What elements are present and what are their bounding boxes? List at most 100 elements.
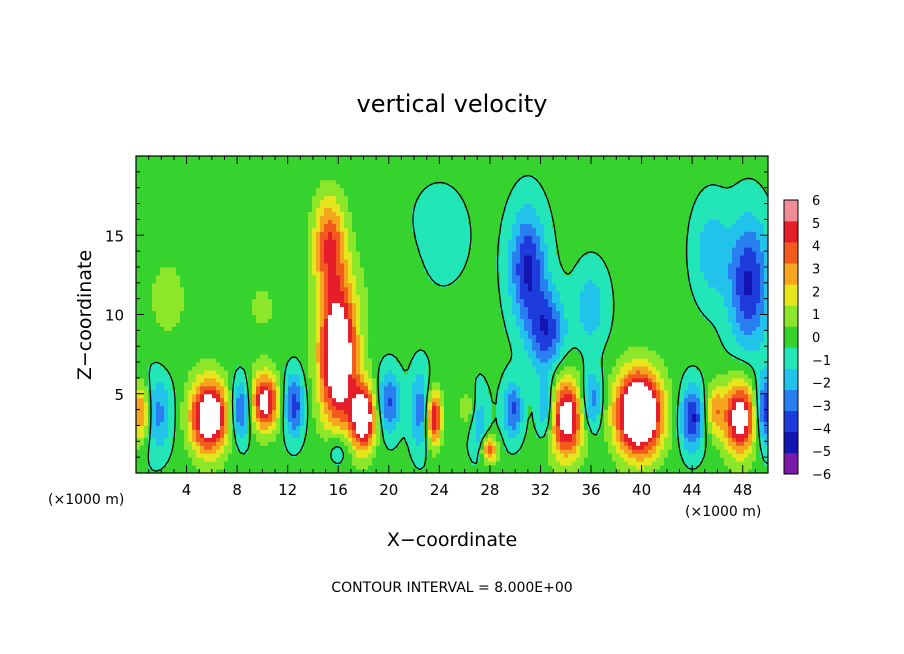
heatmap-cell xyxy=(728,445,733,450)
heatmap-cell xyxy=(328,354,333,359)
heatmap-cell xyxy=(484,413,489,419)
heatmap-cell xyxy=(436,425,441,430)
heatmap-cell xyxy=(688,381,693,387)
heatmap-cell xyxy=(440,453,445,458)
heatmap-cell xyxy=(408,369,413,375)
heatmap-cell xyxy=(740,425,745,430)
heatmap-cell xyxy=(568,385,573,391)
heatmap-cell xyxy=(320,354,325,359)
heatmap-cell xyxy=(756,385,761,391)
heatmap-cell xyxy=(404,350,409,355)
heatmap-cell xyxy=(272,453,277,458)
heatmap-cell xyxy=(744,389,749,395)
heatmap-cell xyxy=(332,354,337,359)
heatmap-cell xyxy=(708,358,713,363)
heatmap-cell xyxy=(376,465,381,470)
heatmap-cell xyxy=(164,373,169,379)
heatmap-cell xyxy=(612,377,617,383)
heatmap-cell xyxy=(760,409,765,415)
heatmap-cell xyxy=(704,397,709,403)
heatmap-cell xyxy=(540,401,545,407)
heatmap-cell xyxy=(636,373,641,379)
heatmap-cell xyxy=(668,437,673,442)
heatmap-cell xyxy=(444,461,449,466)
heatmap-cell xyxy=(240,405,245,411)
heatmap-cell xyxy=(348,401,353,407)
heatmap-cell xyxy=(296,445,301,450)
heatmap-cell xyxy=(464,381,469,387)
heatmap-cell xyxy=(756,461,761,466)
heatmap-cell xyxy=(364,433,369,438)
heatmap-cell xyxy=(632,421,637,426)
heatmap-cell xyxy=(316,377,321,383)
heatmap-cell xyxy=(724,405,729,411)
heatmap-cell xyxy=(212,373,217,379)
heatmap-cell xyxy=(336,381,341,387)
heatmap-cell xyxy=(468,465,473,470)
heatmap-cell xyxy=(224,425,229,430)
heatmap-cell xyxy=(236,358,241,363)
heatmap-cell xyxy=(240,445,245,450)
heatmap-cell xyxy=(184,358,189,363)
heatmap-cell xyxy=(636,461,641,466)
heatmap-cell xyxy=(464,358,469,363)
heatmap-cell xyxy=(316,389,321,395)
heatmap-cell xyxy=(604,417,609,422)
heatmap-cell xyxy=(692,381,697,387)
heatmap-cell xyxy=(352,469,357,474)
heatmap-cell xyxy=(584,429,589,434)
heatmap-cell xyxy=(432,457,437,462)
heatmap-cell xyxy=(296,405,301,411)
heatmap-cell xyxy=(644,441,649,446)
heatmap-cell xyxy=(636,366,641,371)
heatmap-cell xyxy=(140,373,145,379)
heatmap-cell xyxy=(220,469,225,474)
heatmap-cell xyxy=(368,346,373,351)
heatmap-cell xyxy=(572,381,577,387)
heatmap-cell xyxy=(548,453,553,458)
heatmap-cell xyxy=(400,401,405,407)
heatmap-cell xyxy=(520,373,525,379)
heatmap-cell xyxy=(400,421,405,426)
heatmap-cell xyxy=(232,397,237,403)
heatmap-cell xyxy=(648,366,653,371)
heatmap-cell xyxy=(472,358,477,363)
heatmap-cell xyxy=(664,397,669,403)
heatmap-cell xyxy=(352,346,357,351)
heatmap-cell xyxy=(312,457,317,462)
heatmap-cell xyxy=(240,409,245,415)
heatmap-cell xyxy=(204,373,209,379)
heatmap-cell xyxy=(416,465,421,470)
heatmap-cell xyxy=(160,449,165,454)
heatmap-cell xyxy=(616,405,621,411)
heatmap-cell xyxy=(560,465,565,470)
heatmap-cell xyxy=(440,377,445,383)
heatmap-cell xyxy=(708,449,713,454)
heatmap-cell xyxy=(456,469,461,474)
heatmap-cell xyxy=(608,405,613,411)
heatmap-cell xyxy=(268,457,273,462)
heatmap-cell xyxy=(152,441,157,446)
heatmap-cell xyxy=(616,362,621,367)
heatmap-cell xyxy=(324,413,329,419)
heatmap-cell xyxy=(312,409,317,415)
heatmap-cell xyxy=(444,421,449,426)
heatmap-cell xyxy=(692,405,697,411)
heatmap-cell xyxy=(744,421,749,426)
heatmap-cell xyxy=(428,377,433,383)
heatmap-cell xyxy=(168,389,173,395)
heatmap-cell xyxy=(248,358,253,363)
heatmap-cell xyxy=(360,437,365,442)
heatmap-cell xyxy=(248,445,253,450)
heatmap-cell xyxy=(380,385,385,391)
heatmap-cell xyxy=(524,437,529,442)
heatmap-cell xyxy=(152,377,157,383)
heatmap-cell xyxy=(372,457,377,462)
heatmap-cell xyxy=(540,433,545,438)
heatmap-cell xyxy=(684,389,689,395)
heatmap-cell xyxy=(360,401,365,407)
heatmap-cell xyxy=(512,366,517,371)
heatmap-cell xyxy=(532,465,537,470)
heatmap-cell xyxy=(728,461,733,466)
heatmap-cell xyxy=(368,377,373,383)
